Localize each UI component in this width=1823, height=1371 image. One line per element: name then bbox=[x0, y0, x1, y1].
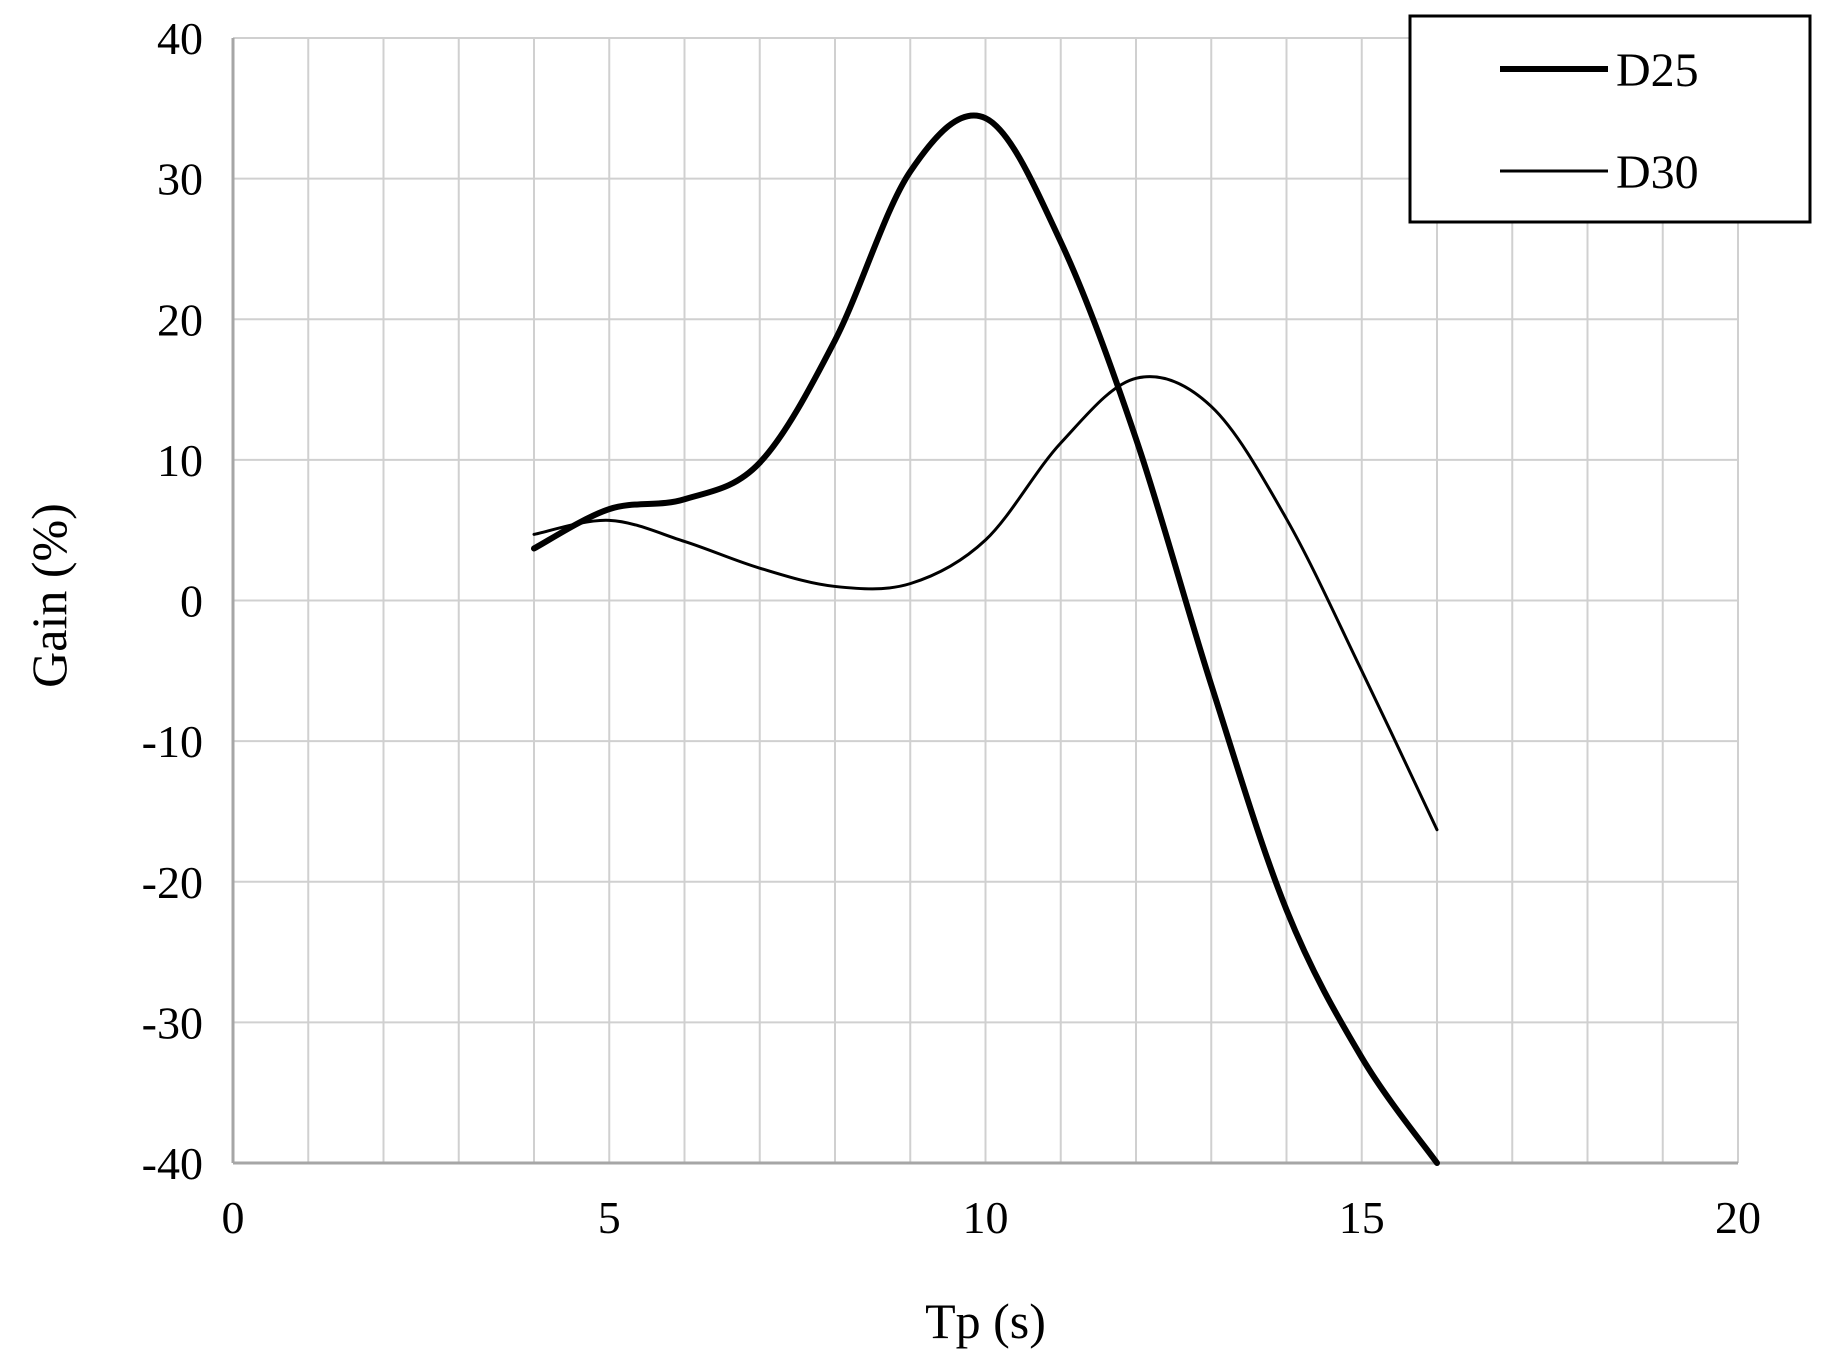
x-tick-label: 20 bbox=[1715, 1192, 1761, 1243]
y-tick-label: -40 bbox=[142, 1138, 203, 1189]
y-tick-label: 0 bbox=[180, 576, 203, 627]
axis-layer bbox=[231, 38, 1738, 1165]
legend-box bbox=[1408, 14, 1812, 224]
x-tick-label: 10 bbox=[963, 1192, 1009, 1243]
y-tick-label: 20 bbox=[157, 294, 203, 345]
legend-label-d30: D30 bbox=[1616, 146, 1699, 199]
x-axis-title: Tp (s) bbox=[925, 1293, 1046, 1349]
legend-label-d25: D25 bbox=[1616, 44, 1699, 97]
series-line-d25 bbox=[531, 112, 1440, 1166]
series-layer bbox=[531, 112, 1440, 1166]
y-tick-label: 10 bbox=[157, 435, 203, 486]
y-tick-label: 30 bbox=[157, 154, 203, 205]
tick-labels: 0 5 10 15 20 40 30 20 10 0 -10 -20 -30 -40 bbox=[142, 13, 1761, 1243]
x-tick-label: 0 bbox=[222, 1192, 245, 1243]
grid-layer bbox=[233, 37, 1739, 1163]
legend: D25 D30 bbox=[1408, 14, 1812, 224]
series-line-d30 bbox=[532, 375, 1439, 832]
x-tick-label: 5 bbox=[598, 1192, 621, 1243]
y-tick-label: -10 bbox=[142, 716, 203, 767]
y-axis-title: Gain (%) bbox=[21, 503, 77, 688]
y-tick-label: -30 bbox=[142, 997, 203, 1048]
y-tick-label: -20 bbox=[142, 857, 203, 908]
x-tick-label: 15 bbox=[1339, 1192, 1385, 1243]
y-tick-label: 40 bbox=[157, 13, 203, 64]
